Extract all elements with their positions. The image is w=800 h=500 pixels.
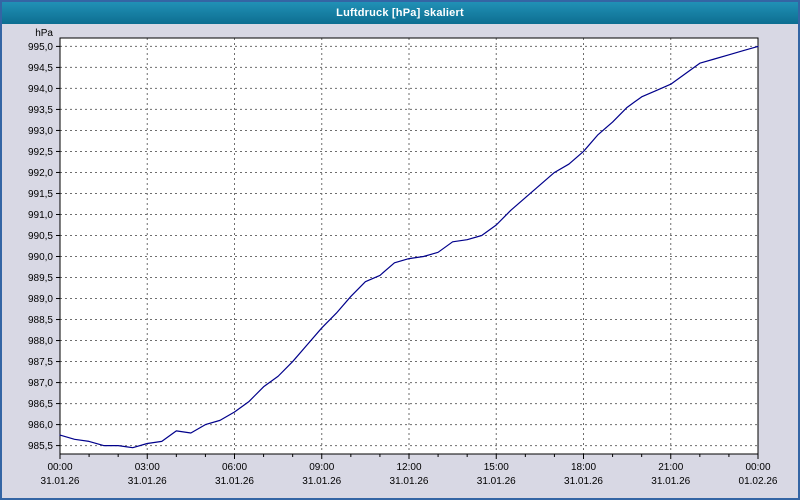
y-tick-label: 989,0	[28, 294, 53, 305]
y-tick-label: 986,0	[28, 420, 53, 431]
plot-border	[59, 37, 759, 455]
pressure-line-chart: 995,0 994,5 994,0 993,5 993,0 992,5 992,0 991,5…	[28, 28, 778, 487]
x-tick-date-label: 31.01.26	[302, 476, 341, 487]
x-tick-time-label: 18:00	[571, 462, 596, 473]
x-tick-time-label: 15:00	[484, 462, 509, 473]
x-tick-time-label: 00:00	[47, 462, 72, 473]
x-tick-date-label: 31.01.26	[651, 476, 690, 487]
x-tick-date-label: 31.01.26	[41, 476, 80, 487]
x-tick-date-label: 31.01.26	[215, 476, 254, 487]
y-tick-label: 986,5	[28, 399, 53, 410]
x-tick-time-label: 12:00	[396, 462, 421, 473]
y-tick-label: 987,0	[28, 378, 53, 389]
chart-container: 995,0 994,5 994,0 993,5 993,0 992,5 992,0 991,5…	[2, 24, 798, 498]
y-axis-unit-label: hPa	[35, 28, 53, 39]
y-tick-label: 990,5	[28, 231, 53, 242]
window-titlebar[interactable]: Luftdruck [hPa] skaliert	[2, 2, 798, 24]
x-tick-date-label: 31.01.26	[477, 476, 516, 487]
x-tick-time-label: 03:00	[135, 462, 160, 473]
x-tick-date-label: 31.01.26	[128, 476, 167, 487]
y-tick-label: 991,0	[28, 210, 53, 221]
y-tick-label: 990,0	[28, 252, 53, 263]
x-tick-date-label: 31.01.26	[390, 476, 429, 487]
x-tick-time-label: 09:00	[309, 462, 334, 473]
x-tick-date-label: 31.01.26	[564, 476, 603, 487]
y-tick-label: 991,5	[28, 189, 53, 200]
y-tick-label: 988,5	[28, 315, 53, 326]
plot-background	[60, 38, 758, 454]
y-tick-label: 993,0	[28, 126, 53, 137]
x-tick-date-label: 01.02.26	[739, 476, 778, 487]
y-tick-label: 994,0	[28, 84, 53, 95]
y-tick-label: 992,5	[28, 147, 53, 158]
x-tick-time-label: 00:00	[745, 462, 770, 473]
y-tick-label: 987,5	[28, 357, 53, 368]
y-tick-label: 994,5	[28, 63, 53, 74]
y-tick-label: 985,5	[28, 441, 53, 452]
y-tick-label: 992,0	[28, 168, 53, 179]
x-tick-time-label: 21:00	[658, 462, 683, 473]
y-tick-label: 988,0	[28, 336, 53, 347]
y-tick-label: 993,5	[28, 105, 53, 116]
y-tick-label: 995,0	[28, 42, 53, 53]
x-tick-time-label: 06:00	[222, 462, 247, 473]
window-title: Luftdruck [hPa] skaliert	[336, 7, 464, 19]
y-tick-label: 989,5	[28, 273, 53, 284]
pressure-series-line	[59, 45, 759, 449]
